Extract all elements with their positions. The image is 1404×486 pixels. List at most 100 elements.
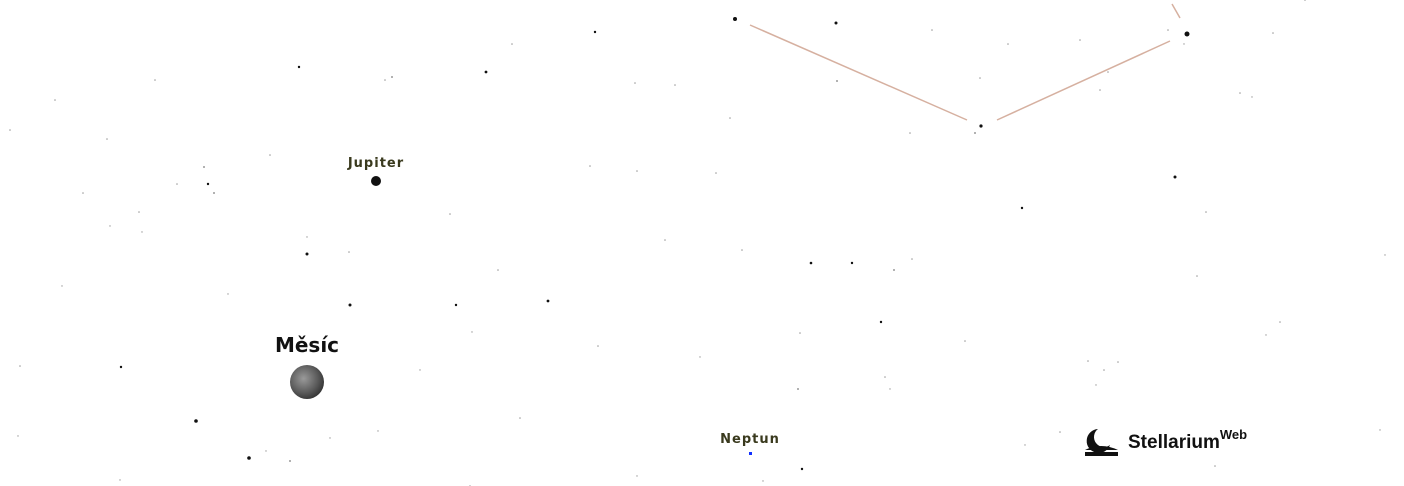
star[interactable] (497, 269, 499, 271)
star[interactable] (1099, 89, 1101, 91)
star[interactable] (1183, 43, 1184, 44)
star[interactable] (1279, 321, 1281, 323)
star[interactable] (880, 321, 882, 323)
star[interactable] (597, 345, 599, 347)
jupiter[interactable] (371, 176, 381, 186)
star[interactable] (1117, 361, 1119, 363)
neptune[interactable] (749, 452, 752, 455)
star[interactable] (61, 285, 62, 286)
star[interactable] (741, 249, 743, 251)
star[interactable] (1174, 176, 1177, 179)
star[interactable] (1265, 334, 1266, 335)
star[interactable] (1272, 32, 1274, 34)
star[interactable] (1239, 92, 1241, 94)
star[interactable] (1196, 275, 1198, 277)
star[interactable] (664, 239, 666, 241)
star[interactable] (674, 84, 676, 86)
star[interactable] (1059, 431, 1061, 433)
star[interactable] (762, 480, 763, 481)
star[interactable] (911, 258, 913, 260)
star[interactable] (979, 77, 981, 79)
star[interactable] (1107, 71, 1109, 73)
star[interactable] (138, 211, 140, 213)
star[interactable] (836, 80, 838, 82)
star[interactable] (636, 170, 638, 172)
star[interactable] (1024, 444, 1025, 445)
star[interactable] (106, 138, 108, 140)
star[interactable] (715, 172, 717, 174)
star[interactable] (810, 262, 813, 265)
planet-label[interactable]: Jupiter (347, 156, 404, 171)
planet-label[interactable]: Neptun (720, 432, 780, 447)
star[interactable] (979, 124, 982, 127)
star[interactable] (1021, 207, 1023, 209)
star[interactable] (1079, 39, 1081, 41)
star[interactable] (227, 293, 228, 294)
star[interactable] (19, 365, 21, 367)
star[interactable] (329, 437, 330, 438)
star[interactable] (1007, 43, 1009, 45)
star[interactable] (964, 340, 966, 342)
star[interactable] (884, 376, 886, 378)
star[interactable] (893, 269, 895, 271)
star[interactable] (54, 99, 56, 101)
star[interactable] (1185, 32, 1190, 37)
star[interactable] (931, 29, 933, 31)
star[interactable] (1167, 29, 1169, 31)
star[interactable] (519, 417, 521, 419)
star[interactable] (835, 22, 838, 25)
star[interactable] (1095, 384, 1096, 385)
star[interactable] (851, 262, 853, 264)
star[interactable] (1087, 360, 1089, 362)
star[interactable] (298, 66, 300, 68)
star[interactable] (269, 154, 271, 156)
star[interactable] (797, 388, 799, 390)
star[interactable] (1205, 211, 1207, 213)
star[interactable] (120, 366, 122, 368)
star[interactable] (471, 331, 472, 332)
star[interactable] (419, 369, 420, 370)
star[interactable] (349, 304, 352, 307)
star[interactable] (154, 79, 156, 81)
star[interactable] (729, 117, 731, 119)
moon[interactable] (290, 365, 324, 399)
star[interactable] (213, 192, 215, 194)
star[interactable] (547, 300, 550, 303)
star[interactable] (119, 479, 120, 480)
star[interactable] (1379, 429, 1380, 430)
star[interactable] (306, 236, 307, 237)
star[interactable] (449, 213, 451, 215)
star[interactable] (589, 165, 591, 167)
star[interactable] (594, 31, 596, 33)
star[interactable] (485, 71, 488, 74)
star[interactable] (699, 356, 700, 357)
star[interactable] (9, 129, 11, 131)
star[interactable] (203, 166, 205, 168)
star[interactable] (1304, 0, 1306, 1)
star[interactable] (109, 225, 110, 226)
star[interactable] (194, 419, 198, 423)
star[interactable] (1384, 254, 1385, 255)
star[interactable] (1214, 465, 1216, 467)
star[interactable] (455, 304, 457, 306)
star[interactable] (801, 468, 803, 470)
planet-label[interactable]: Měsíc (275, 333, 339, 357)
star[interactable] (1251, 96, 1252, 97)
star[interactable] (141, 231, 142, 232)
star[interactable] (636, 475, 637, 476)
star[interactable] (733, 17, 737, 21)
star[interactable] (377, 430, 378, 431)
star[interactable] (265, 450, 266, 451)
star[interactable] (511, 43, 513, 45)
star[interactable] (348, 251, 350, 253)
star[interactable] (17, 435, 18, 436)
star[interactable] (1103, 369, 1105, 371)
star[interactable] (799, 332, 801, 334)
star[interactable] (306, 253, 309, 256)
star[interactable] (391, 76, 393, 78)
star[interactable] (176, 183, 178, 185)
star[interactable] (634, 82, 636, 84)
star[interactable] (247, 456, 251, 460)
star[interactable] (82, 192, 84, 194)
star[interactable] (384, 79, 386, 81)
